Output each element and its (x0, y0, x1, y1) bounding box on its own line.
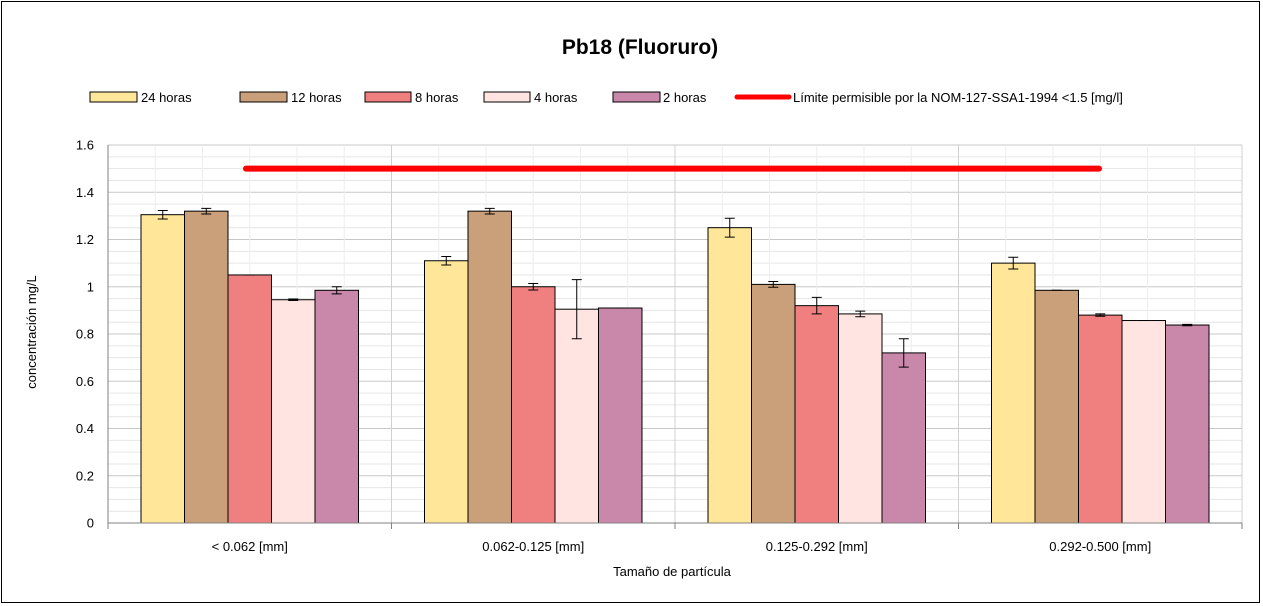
legend-swatch (89, 91, 138, 103)
error-bar (1182, 323, 1193, 327)
y-axis-label: concentración mg/L (24, 275, 39, 388)
bar (1165, 324, 1210, 524)
legend-swatch (483, 91, 531, 103)
x-tick-label: 0.292-0.500 [mm] (1049, 539, 1151, 554)
bar (751, 283, 796, 524)
legend-label: 4 horas (534, 90, 578, 105)
error-bar (724, 217, 735, 238)
legend-label: 12 horas (291, 90, 342, 105)
y-tick-label: 0.6 (76, 374, 94, 389)
chart-title: Pb18 (Fluoruro) (562, 36, 718, 59)
error-bar (571, 279, 582, 340)
error-bar (1095, 313, 1106, 317)
bar (1034, 289, 1079, 524)
error-bar (528, 282, 539, 291)
bar (271, 299, 316, 524)
bar (881, 352, 926, 524)
bar (794, 305, 839, 524)
error-bar (855, 310, 866, 318)
error-bar (811, 296, 822, 315)
x-tick-label: < 0.062 [mm] (212, 539, 288, 554)
bar (227, 274, 272, 524)
legend-swatch (364, 91, 412, 103)
bar (991, 262, 1036, 524)
bar (424, 260, 469, 524)
y-tick-label: 1.6 (76, 138, 94, 153)
error-bar (768, 281, 779, 288)
y-tick-labels: 0 0.2 0.4 0.6 0.8 1 1.2 1.4 1.6 (76, 138, 94, 531)
x-axis-label: Tamaño de partícula (613, 564, 732, 579)
y-tick-label: 1.2 (76, 232, 94, 247)
bar (838, 313, 883, 524)
error-bar (157, 209, 168, 220)
axes (107, 145, 1243, 529)
y-tick-label: 1.4 (76, 185, 94, 200)
y-tick-label: 0.2 (76, 468, 94, 483)
bar (511, 286, 556, 524)
error-bar (898, 338, 909, 368)
bars (140, 210, 1210, 524)
legend: 24 horas 12 horas 8 horas 4 horas 2 horas Lím… (89, 90, 1123, 105)
bar (598, 307, 643, 524)
error-bar (484, 207, 495, 215)
x-tick-labels: < 0.062 [mm] 0.062-0.125 [mm] 0.125-0.292 … (212, 539, 1152, 554)
bar (140, 214, 185, 524)
bar (314, 289, 359, 524)
x-tick-label: 0.062-0.125 [mm] (482, 539, 584, 554)
error-bar (331, 286, 342, 295)
legend-label: 2 horas (663, 90, 707, 105)
bar (1078, 314, 1123, 524)
legend-swatch (239, 91, 288, 103)
y-tick-label: 0.4 (76, 421, 94, 436)
error-bar (1008, 256, 1019, 270)
y-tick-label: 0 (87, 516, 94, 531)
legend-swatch (612, 91, 661, 103)
error-bar (201, 207, 212, 215)
error-bar (441, 256, 452, 266)
bar (707, 227, 752, 524)
legend-label: 24 horas (141, 90, 192, 105)
y-tick-label: 1 (87, 279, 94, 294)
x-tick-label: 0.125-0.292 [mm] (766, 539, 868, 554)
error-bar (288, 298, 299, 301)
y-tick-label: 0.8 (76, 327, 94, 342)
legend-label: 8 horas (415, 90, 459, 105)
bar (467, 210, 512, 524)
legend-label: Límite permisible por la NOM-127-SSA1-19… (793, 90, 1123, 105)
error-bars (157, 207, 1193, 368)
bar (184, 210, 229, 524)
bar (554, 308, 599, 524)
bar (1121, 320, 1166, 524)
